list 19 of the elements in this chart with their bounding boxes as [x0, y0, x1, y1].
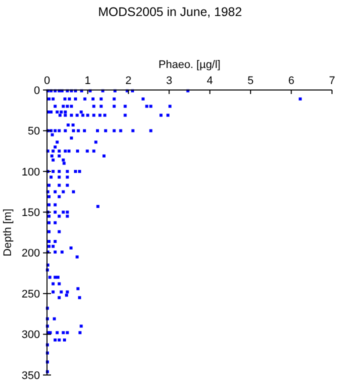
x-tick-label: 0 — [44, 75, 50, 87]
y-axis-title: Depth [m] — [2, 208, 14, 256]
x-tick-label: 3 — [166, 75, 172, 87]
x-tick-label: 7 — [328, 75, 336, 87]
x-tick-label: 4 — [206, 75, 213, 87]
y-tick-label: 250 — [22, 288, 40, 300]
y-tick-label: 0 — [34, 84, 40, 97]
y-tick-label: 200 — [22, 248, 40, 260]
y-tick-label: 150 — [22, 206, 40, 219]
x-tick-label: 2 — [125, 75, 132, 87]
y-tick-label: 300 — [22, 329, 40, 342]
chart-title: MODS2005 in June, 1982 — [98, 5, 242, 19]
y-tick-label: 350 — [22, 370, 40, 382]
y-tick-label: 50 — [28, 126, 40, 138]
y-tick-label: 100 — [22, 166, 40, 178]
x-tick-label: 1 — [84, 75, 91, 87]
x-tick-label: 5 — [248, 75, 254, 87]
x-axis-title: Phaeo. [µg/l] — [158, 59, 220, 71]
x-tick-label: 6 — [288, 75, 294, 87]
